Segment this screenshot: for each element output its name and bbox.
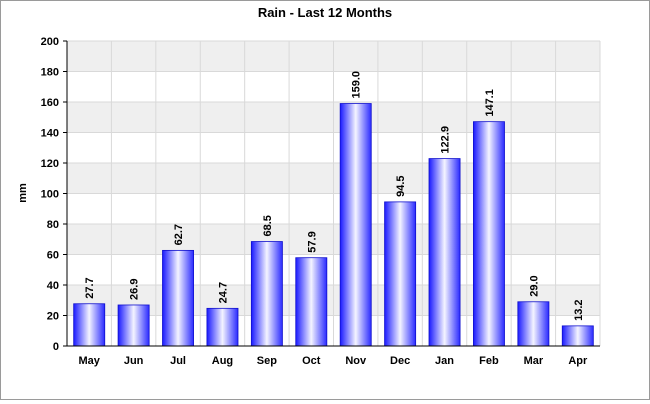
- data-label: 147.1: [484, 89, 496, 117]
- bar-nov: [339, 103, 372, 347]
- data-label: 57.9: [306, 231, 318, 252]
- chart-title: Rain - Last 12 Months: [258, 5, 392, 20]
- x-tick-label: Mar: [524, 355, 544, 367]
- y-tick-label: 160: [41, 97, 59, 109]
- y-tick-label: 20: [47, 311, 59, 323]
- data-label: 24.7: [217, 282, 229, 303]
- x-tick-label: May: [79, 355, 101, 367]
- y-tick-label: 140: [41, 128, 59, 140]
- data-label: 26.9: [129, 279, 141, 300]
- x-tick-label: Sep: [257, 355, 277, 367]
- x-tick-label: Apr: [568, 355, 588, 367]
- x-tick-label: Feb: [479, 355, 499, 367]
- data-label: 27.7: [84, 277, 96, 298]
- x-tick-label: Nov: [345, 355, 367, 367]
- x-tick-label: Oct: [302, 355, 321, 367]
- data-label: 62.7: [173, 224, 185, 245]
- bar-feb: [473, 121, 505, 347]
- y-tick-label: 200: [41, 36, 59, 48]
- bar-jun: [117, 304, 150, 347]
- data-label: 94.5: [395, 175, 407, 196]
- y-tick-label: 100: [41, 189, 59, 201]
- bar-aug: [206, 307, 239, 347]
- y-tick-label: 60: [47, 250, 59, 262]
- data-label: 122.9: [440, 126, 452, 154]
- bar-sep: [250, 241, 283, 347]
- data-label: 29.0: [528, 275, 540, 296]
- y-tick-label: 40: [47, 280, 59, 292]
- x-tick-label: Aug: [212, 355, 233, 367]
- y-tick-label: 0: [53, 341, 59, 353]
- bar-oct: [295, 257, 328, 347]
- bar-dec: [384, 201, 417, 347]
- y-axis-label: mm: [17, 183, 29, 203]
- data-label: 159.0: [351, 71, 363, 99]
- bar-jul: [162, 249, 194, 347]
- bar-may: [73, 303, 106, 347]
- x-tick-label: Jan: [435, 355, 454, 367]
- x-tick-label: Jun: [124, 355, 144, 367]
- x-tick-label: Dec: [390, 355, 410, 367]
- y-tick-label: 180: [41, 67, 59, 79]
- x-tick-label: Jul: [170, 355, 186, 367]
- data-label: 68.5: [262, 215, 274, 236]
- bar-jan: [428, 158, 461, 347]
- y-tick-label: 80: [47, 219, 59, 231]
- bar-apr: [561, 325, 594, 347]
- bar-mar: [517, 301, 550, 347]
- y-tick-label: 120: [41, 158, 59, 170]
- data-label: 13.2: [573, 299, 585, 320]
